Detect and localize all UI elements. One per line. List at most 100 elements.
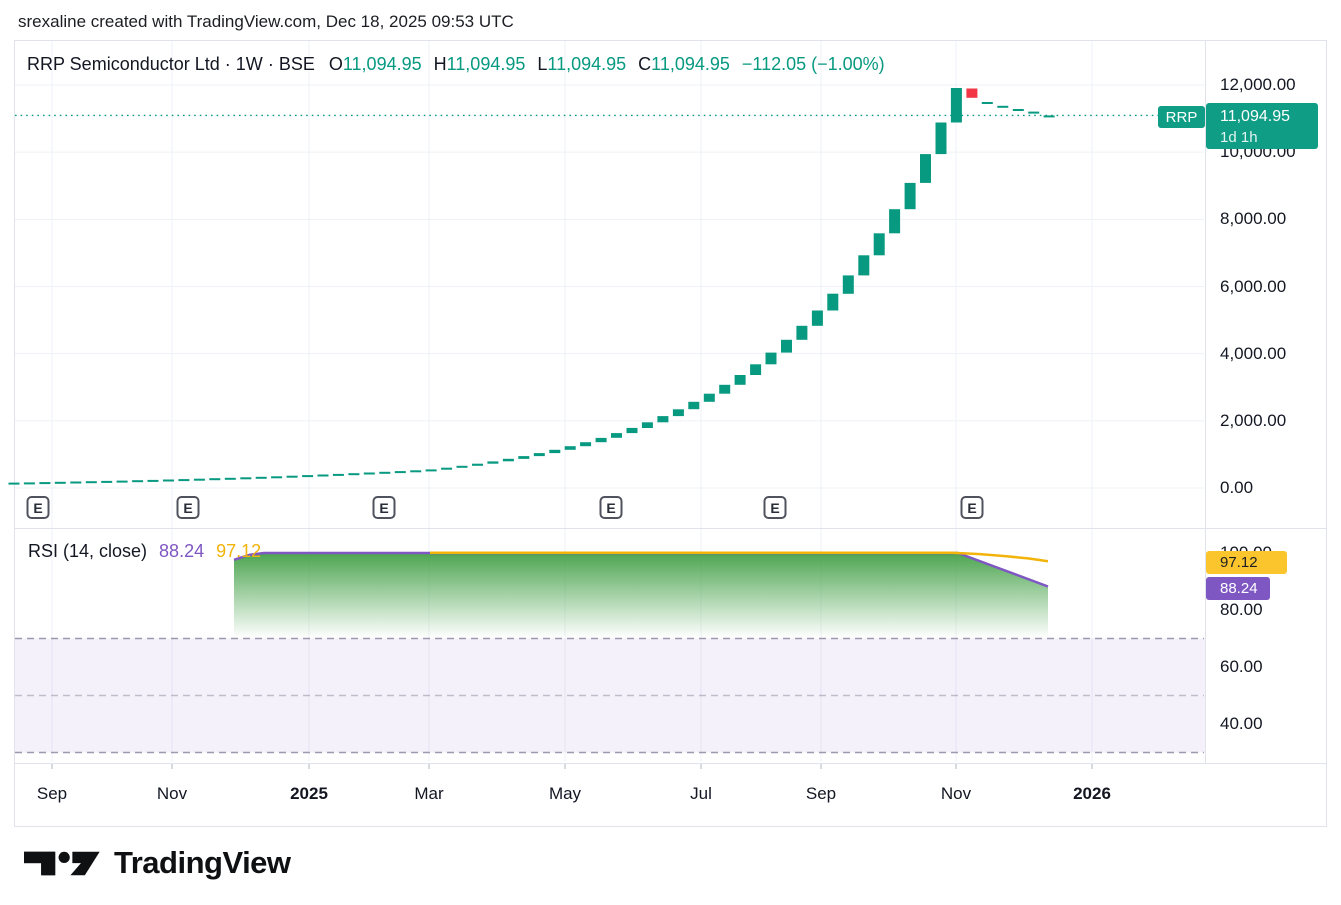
candle [1043,115,1055,118]
change-value: −112.05 (−1.00%) [741,54,885,74]
candle [781,339,792,353]
last-price-value: 11,094.95 [1220,108,1290,125]
tradingview-logo-icon [24,851,100,875]
last-price-badge: 11,094.95 1d 1h [1206,103,1318,149]
tradingview-logo[interactable]: TradingView [24,845,291,881]
time-axis-label[interactable]: Sep [36,784,68,803]
candle [981,102,993,104]
tradingview-logo-text: TradingView [114,845,291,880]
rsi-legend[interactable]: RSI (14, close) 88.24 97.12 [28,541,261,562]
candle [827,293,839,311]
candle [811,310,823,326]
rsi-ma-line [430,551,1049,563]
time-axis-label[interactable]: Sep [805,784,837,803]
candle [101,480,113,483]
candle [580,442,592,447]
price-axis-label: 0.00 [1220,478,1254,497]
candle [595,437,607,443]
rsi-area-polygon [234,553,1048,639]
candle [549,449,561,454]
candle [611,433,622,438]
close-value: C11,094.95 [638,54,730,74]
rsi-axis-label: 40.00 [1220,714,1263,733]
candle [472,463,483,466]
ticker-price-badge: RRP [1158,106,1205,128]
rsi-ma-value: 97.12 [216,541,262,561]
earnings-marker[interactable]: E [763,496,787,519]
price-axis-separator[interactable] [1205,40,1206,763]
pane-divider[interactable] [14,528,1327,529]
candle [363,472,375,475]
candle [518,456,530,459]
candle [410,470,422,473]
candle [178,479,190,482]
candle [641,422,653,428]
earnings-marker[interactable]: E [176,496,200,519]
candle [796,325,808,340]
candle [147,479,159,482]
rsi-title: RSI (14, close) [28,541,148,561]
candle [626,427,638,434]
candle [873,233,885,256]
candle [564,446,576,450]
time-axis-label[interactable]: Jul [690,784,712,803]
candle [425,469,437,472]
rsi-gradient-area [234,553,1048,639]
earnings-marker[interactable]: E [960,496,984,519]
candle [842,275,854,294]
price-axis-label: 12,000.00 [1220,75,1296,94]
candle [765,352,777,365]
candle [441,467,453,470]
candle [719,384,731,394]
candle [163,479,174,482]
rsi-ma-badge: 97.12 [1206,551,1287,574]
candle [348,473,360,476]
candle [920,154,931,183]
candle [456,465,468,468]
earnings-marker[interactable]: E [599,496,623,519]
candle [703,393,715,402]
candle [70,481,82,484]
candle [116,480,128,483]
time-axis-label[interactable]: 2026 [1073,784,1111,803]
time-axis-ticks [51,764,1093,769]
price-axis-label: 4,000.00 [1220,343,1287,363]
time-axis-label[interactable]: Nov [940,784,972,803]
time-axis-label[interactable]: Mar [414,784,444,803]
candle [688,401,700,410]
candle [271,476,283,479]
time-axis-label[interactable]: 2025 [290,784,328,803]
candle [394,471,406,474]
earnings-marker[interactable]: E [26,496,50,519]
rsi-axis-label: 60.00 [1220,657,1263,676]
candle [255,476,267,479]
candle [132,480,144,483]
candle [750,364,762,375]
candle [302,475,314,478]
gridlines [15,41,1204,762]
candle [904,182,916,210]
high-value: H11,094.95 [433,54,526,74]
candle [858,255,870,276]
candle [657,416,669,423]
candle [8,482,20,485]
candle [193,478,205,481]
candle [487,461,499,464]
low-value: L11,094.95 [537,54,627,74]
candle [997,105,1009,108]
bar-countdown: 1d 1h [1220,129,1258,146]
symbol-title[interactable]: RRP Semiconductor Ltd · 1W · BSE [27,54,315,74]
time-axis-label[interactable]: May [548,784,582,803]
rsi-line [233,551,1049,588]
candle [317,474,329,477]
candle [935,122,947,155]
candle [734,375,746,385]
earnings-marker[interactable]: E [372,496,396,519]
candle [889,209,901,234]
chart-container [14,40,1327,827]
time-axis-label[interactable]: Nov [156,784,188,803]
price-axis-label: 6,000.00 [1220,276,1287,296]
attribution-text: srexaline created with TradingView.com, … [18,12,514,31]
